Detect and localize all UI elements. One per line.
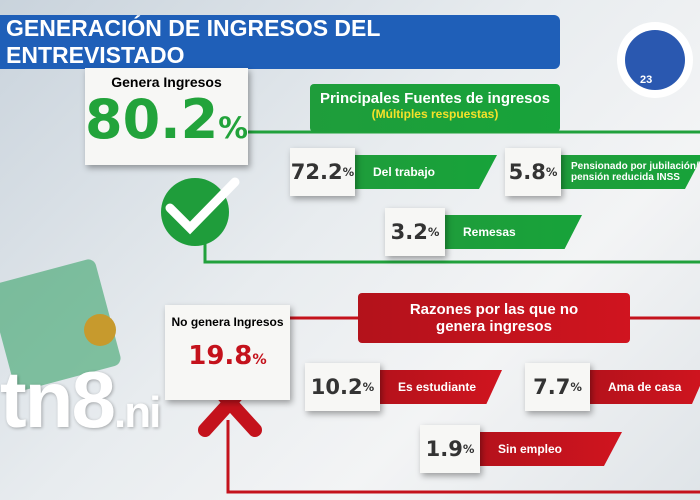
unit: % <box>252 352 267 368</box>
sources-title: Principales Fuentes de ingresos <box>319 90 551 107</box>
value: 3.2 <box>390 220 428 244</box>
label-bar: Pensionado por jubilación/ pensión reduc… <box>553 155 700 189</box>
unit: % <box>218 111 248 146</box>
label-bar: Remesas <box>437 215 582 249</box>
value-card: 3.2% <box>385 208 445 256</box>
header-title: GENERACIÓN DE INGRESOS DEL ENTREVISTADO <box>0 15 560 69</box>
reasons-title: Razones por las que no genera ingresos <box>358 293 630 343</box>
label-bar: Sin empleo <box>472 432 622 466</box>
domain: .ni <box>114 388 161 437</box>
label-bar: Del trabajo <box>347 155 497 189</box>
sources-title-box: Principales Fuentes de ingresos (Múltipl… <box>310 84 560 132</box>
value-card: 1.9% <box>420 425 480 473</box>
value-card: 5.8% <box>505 148 561 196</box>
value-card: 7.7% <box>525 363 590 411</box>
value: 5.8 <box>508 160 546 184</box>
unit: % <box>342 165 355 179</box>
value-card: 10.2% <box>305 363 380 411</box>
unit: % <box>427 225 440 239</box>
not-generates-label: No genera Ingresos <box>171 315 284 329</box>
sources-subtitle: (Múltiples respuestas) <box>371 107 499 121</box>
value: 72.2 <box>290 160 343 184</box>
unit: % <box>570 380 582 394</box>
label-bar: Es estudiante <box>372 370 502 404</box>
generates-value: 80.2% <box>85 90 248 159</box>
label-bar: Ama de casa <box>582 370 700 404</box>
generates-card: Genera Ingresos 80.2% <box>85 68 248 165</box>
brand: tn8 <box>0 355 116 444</box>
unit: % <box>362 380 375 394</box>
watermark: tn8.ni <box>0 360 161 453</box>
value-card: 72.2% <box>290 148 355 196</box>
value: 10.2 <box>310 375 363 399</box>
value: 7.7 <box>533 375 571 399</box>
generates-label: Genera Ingresos <box>111 74 222 90</box>
not-generates-value: 19.8% <box>165 341 290 371</box>
unit: % <box>462 442 475 456</box>
value: 19.8 <box>188 341 253 371</box>
not-generates-card: No genera Ingresos 19.8% <box>165 305 290 400</box>
value: 80.2 <box>85 88 219 151</box>
value: 1.9 <box>425 437 463 461</box>
unit: % <box>545 165 558 179</box>
logo-text: 23 <box>640 74 653 86</box>
